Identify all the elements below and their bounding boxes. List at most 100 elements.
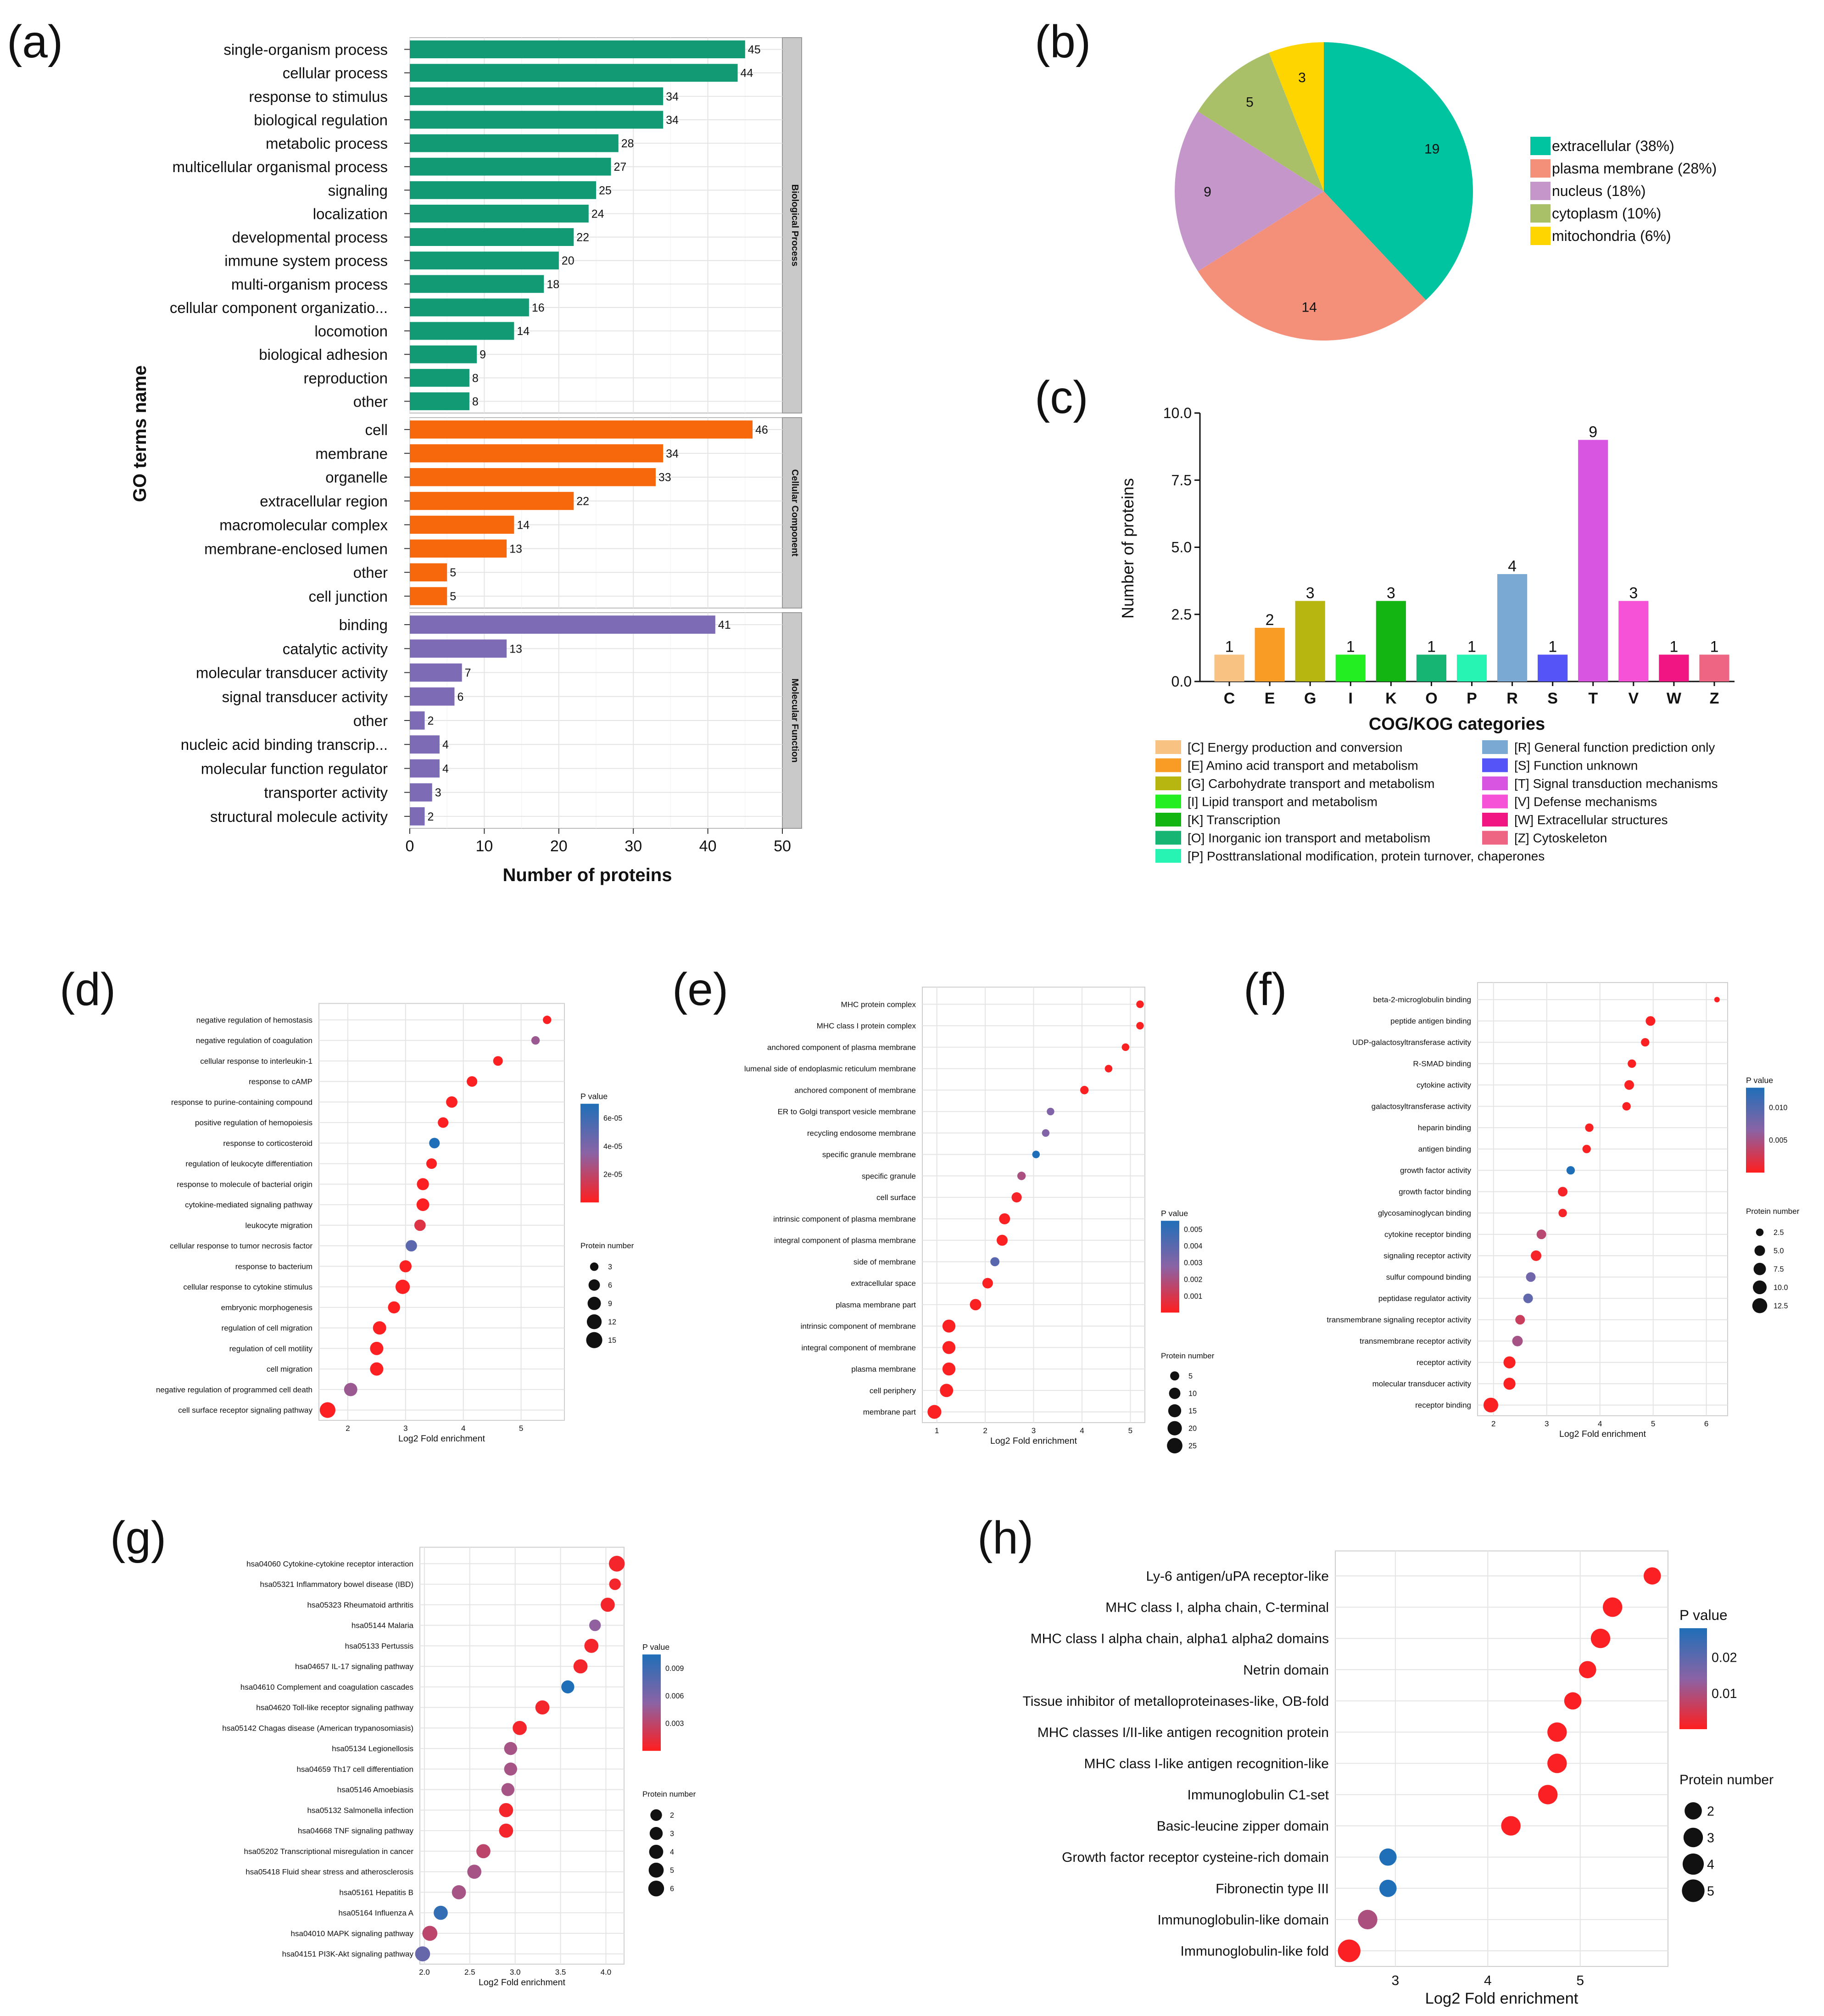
legend-label: [R] General function prediction only (1514, 740, 1715, 754)
term-label: MHC classes I/II-like antigen recognitio… (1038, 1725, 1329, 1740)
bar-value-label: 13 (509, 542, 522, 555)
bar (1538, 654, 1568, 681)
size-legend-title: Protein number (642, 1790, 696, 1798)
legend-label: [I] Lipid transport and metabolism (1188, 795, 1378, 809)
dot (1503, 1378, 1516, 1390)
dot (1646, 1016, 1656, 1026)
size-legend-label: 2.5 (1774, 1229, 1784, 1237)
term-label: Immunoglobulin-like domain (1157, 1912, 1329, 1927)
pvalue-tick-label: 0.004 (1184, 1242, 1202, 1251)
x-tick-label: 40 (699, 838, 717, 855)
bar (410, 420, 753, 439)
bar-value-label: 14 (517, 519, 530, 531)
term-label: side of membrane (853, 1257, 916, 1266)
cog-x-axis-title: COG/KOG categories (1369, 715, 1545, 734)
enrichment-f: 2 3 4 5 6 Log2 Fold enrichment beta-2-microglo… (1327, 982, 1800, 1439)
pvalue-legend-title: P value (642, 1642, 669, 1652)
size-legend-label: 2 (1707, 1804, 1714, 1819)
term-label: response to purine-containing compound (171, 1098, 312, 1106)
term-label: transmembrane receptor activity (1360, 1337, 1471, 1346)
size-legend-label: 15 (608, 1336, 616, 1345)
bar (410, 615, 715, 634)
pvalue-tick-label: 0.009 (665, 1664, 684, 1673)
term-label: Immunoglobulin-like fold (1181, 1943, 1329, 1959)
facet-strip (782, 612, 802, 829)
term-label: embryonic morphogenesis (221, 1303, 312, 1312)
bar-value-label: 1 (1427, 638, 1436, 656)
dot (1136, 1022, 1144, 1030)
x-tick-label: S (1547, 690, 1558, 707)
term-label: membrane part (863, 1408, 916, 1417)
dot (467, 1865, 482, 1879)
size-legend-dot (650, 1809, 662, 1821)
term-label: hsa05323 Rheumatoid arthritis (307, 1601, 413, 1609)
size-legend-dot (1685, 1802, 1702, 1820)
x-tick-label: 4 (1080, 1426, 1084, 1435)
enrichment-d: 2 3 4 5 Log2 Fold enrichment negative regulat… (156, 1003, 634, 1444)
size-legend-label: 4 (670, 1848, 674, 1856)
x-tick-label: 2 (983, 1426, 987, 1435)
dot (970, 1299, 982, 1311)
legend-label: [O] Inorganic ion transport and metaboli… (1188, 831, 1430, 845)
bar-value-label: 2 (1266, 611, 1274, 629)
facet-strip-label: Cellular Component (790, 469, 800, 556)
dot (1512, 1335, 1523, 1346)
term-label: receptor activity (1417, 1358, 1472, 1367)
bar (1416, 654, 1447, 681)
pvalue-tick-label: 4e-05 (603, 1142, 622, 1150)
x-tick-label: 3 (1545, 1419, 1549, 1428)
size-legend-dot (1683, 1827, 1703, 1848)
term-label: Fibronectin type III (1216, 1881, 1329, 1896)
bar (410, 40, 745, 58)
slice-value-label: 5 (1246, 95, 1254, 110)
category-label: locomotion (314, 323, 388, 340)
dot (1643, 1567, 1661, 1585)
size-legend-dot (586, 1314, 602, 1329)
bar (410, 111, 664, 129)
dot (1558, 1209, 1567, 1217)
category-label: other (353, 564, 388, 581)
bar-value-label: 45 (748, 44, 761, 56)
category-label: structural molecule activity (210, 808, 388, 825)
bar-value-label: 2 (427, 810, 434, 823)
bar (410, 134, 619, 152)
bar (1497, 574, 1528, 681)
dot (344, 1383, 357, 1396)
size-legend-dot (648, 1862, 664, 1878)
dot (927, 1405, 942, 1419)
dot (1503, 1356, 1516, 1368)
category-label: cell (365, 421, 388, 438)
term-label: transmembrane signaling receptor activit… (1327, 1316, 1471, 1324)
dot (429, 1138, 440, 1149)
dot (1104, 1065, 1113, 1072)
legend-label: [Z] Cytoskeleton (1514, 831, 1607, 845)
enrichment-e: 1 2 3 4 5 Log2 Fold enrichment MHC protein com… (744, 986, 1215, 1454)
dot (1017, 1172, 1026, 1180)
size-legend-dot (649, 1844, 664, 1859)
pvalue-tick-label: 6e-05 (603, 1114, 622, 1122)
bar (410, 64, 738, 82)
x-tick-label: 2 (1491, 1419, 1495, 1428)
term-label: intrinsic component of membrane (801, 1322, 916, 1331)
dot (1624, 1080, 1634, 1090)
category-label: localization (313, 205, 388, 222)
dot (370, 1362, 384, 1376)
dot (405, 1240, 417, 1252)
pie-slice (1198, 191, 1426, 341)
panel-label-b: (b) (1035, 16, 1091, 67)
dot (415, 1946, 430, 1961)
dot (319, 1402, 335, 1418)
term-label: specific granule (862, 1172, 916, 1180)
dot (416, 1198, 430, 1211)
dot (996, 1234, 1008, 1246)
dot (1338, 1939, 1361, 1962)
pvalue-tick-label: 2e-05 (603, 1171, 622, 1179)
category-label: other (353, 393, 388, 410)
size-legend-label: 10.0 (1774, 1284, 1788, 1292)
dot (1622, 1102, 1631, 1111)
bar (410, 468, 656, 486)
term-label: hsa05164 Influenza A (338, 1909, 413, 1917)
dot (1714, 997, 1720, 1003)
x-tick-label: 5 (1651, 1419, 1655, 1428)
x-tick-label: 3 (1032, 1426, 1036, 1435)
